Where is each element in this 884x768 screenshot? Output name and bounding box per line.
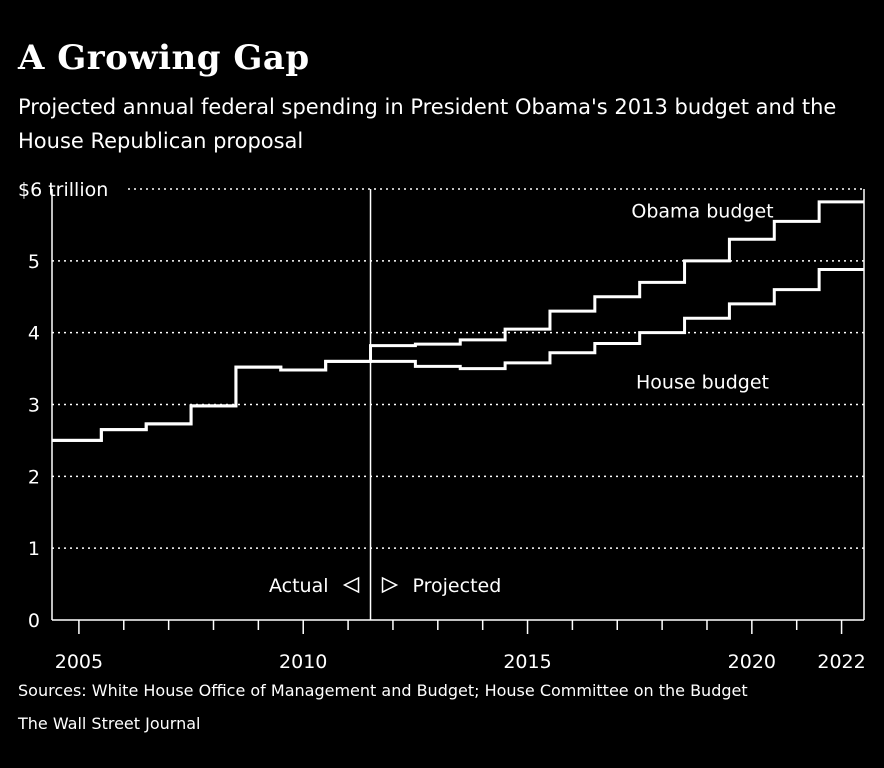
- chart-title: A Growing Gap: [18, 38, 310, 78]
- y-tick-label-4: 4: [28, 323, 40, 345]
- x-tick-label-2022: 2022: [817, 651, 865, 673]
- left-arrow-icon: [342, 576, 360, 594]
- chart-area: 0 1 2 3 4 5 $6 trillion 2005 2010 2015 2020 2022 Ac…: [18, 179, 866, 673]
- x-tick-label-2005: 2005: [55, 651, 103, 673]
- actual-label: Actual: [269, 575, 329, 597]
- x-tick-label-2015: 2015: [503, 651, 551, 673]
- series-line-house-budget: [52, 267, 864, 442]
- projected-label: Projected: [413, 575, 502, 597]
- x-tick-label-2020: 2020: [728, 651, 776, 673]
- y-tick-label-5: 5: [28, 251, 40, 273]
- y-tick-label-2: 2: [28, 466, 40, 488]
- y-tick-label-6: $6 trillion: [18, 179, 108, 201]
- sources-note: Sources: White House Office of Managemen…: [18, 681, 748, 700]
- chart-subtitle: Projected annual federal spending in Pre…: [18, 95, 837, 153]
- series-label-obama-budget: Obama budget: [631, 201, 773, 223]
- right-arrow-icon: [381, 576, 399, 594]
- publisher-credit: The Wall Street Journal: [18, 714, 201, 733]
- y-tick-label-1: 1: [28, 538, 40, 560]
- series-label-house-budget: House budget: [636, 372, 769, 394]
- y-tick-label-0: 0: [28, 610, 40, 632]
- x-tick-label-2010: 2010: [279, 651, 327, 673]
- y-tick-label-3: 3: [28, 395, 40, 417]
